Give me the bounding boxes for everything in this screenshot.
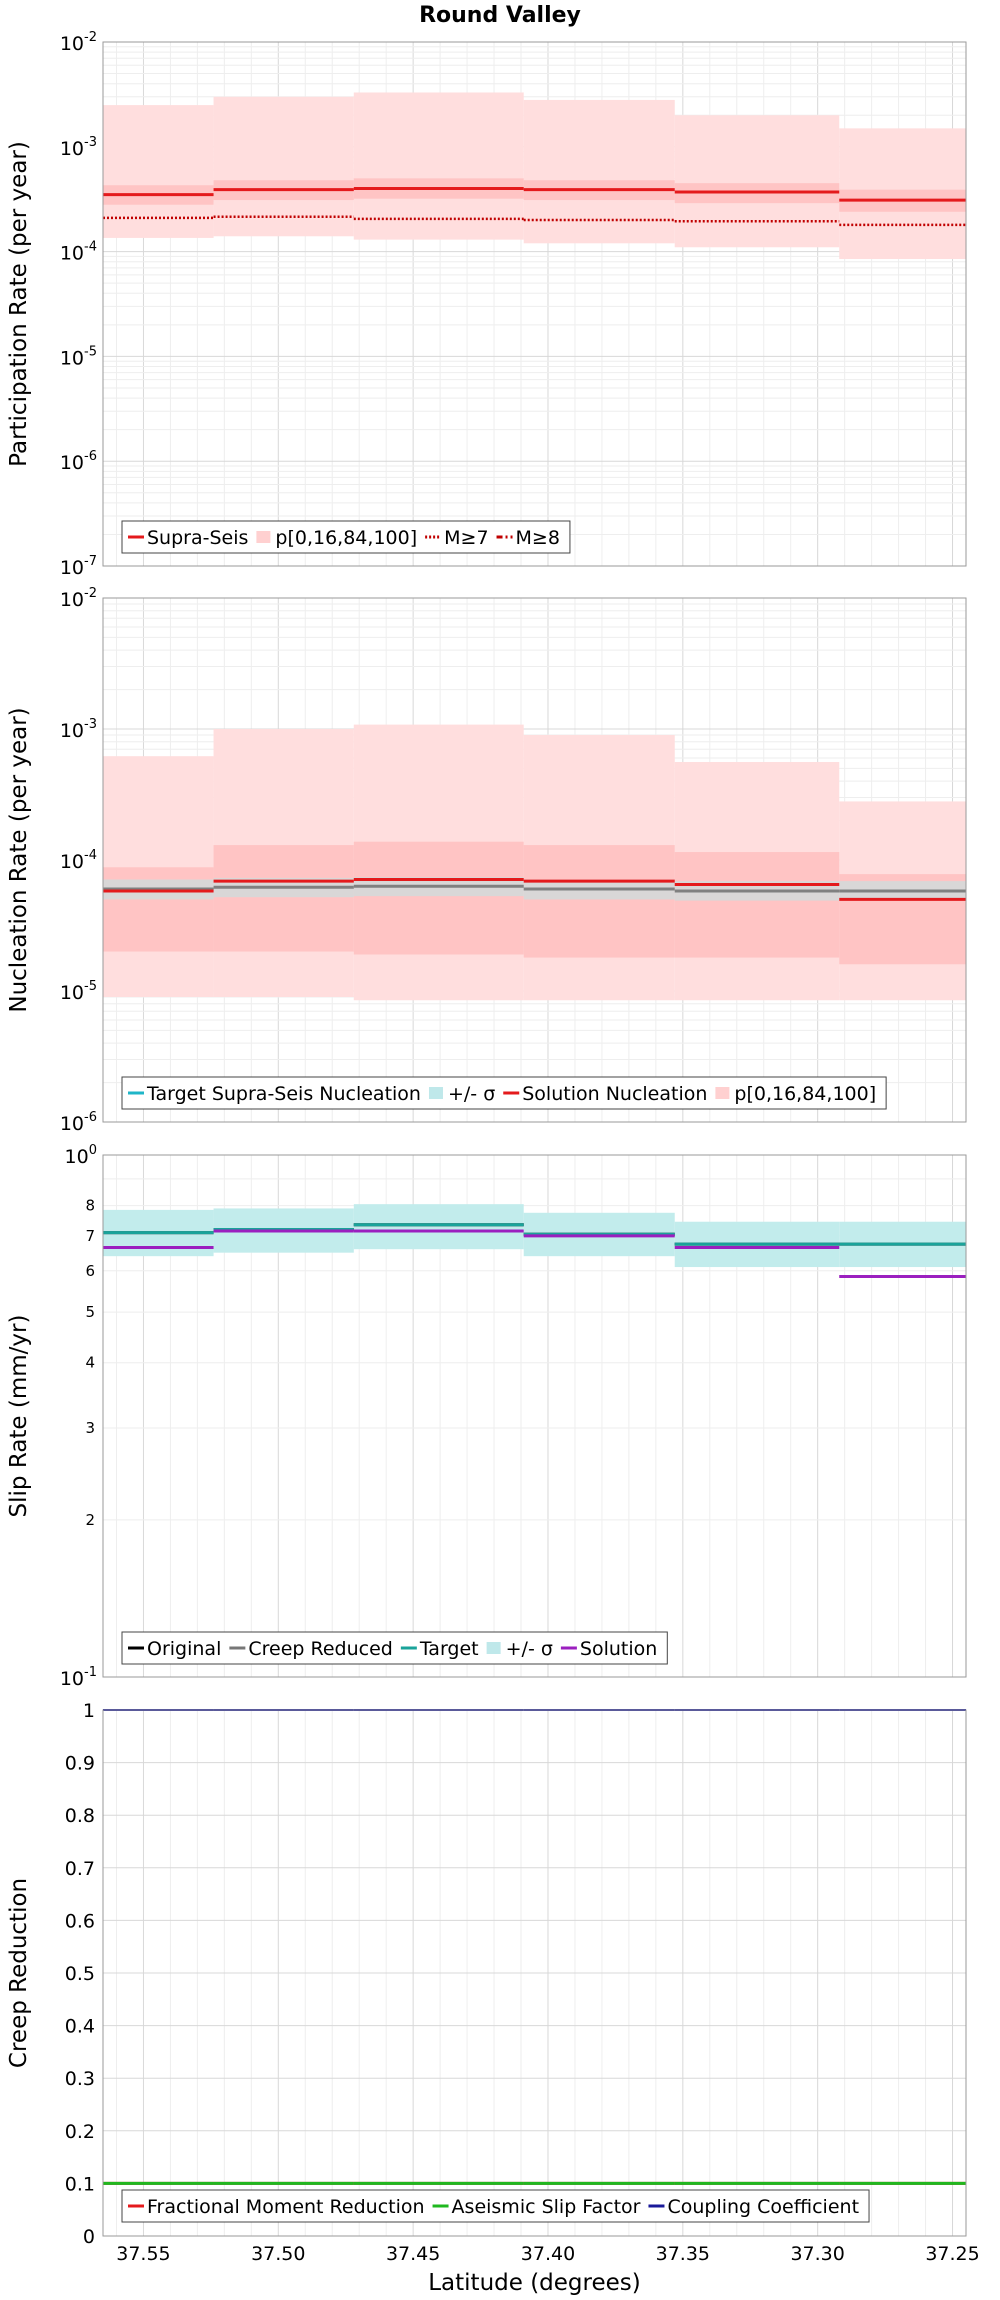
y-minor-tick-label: 4 xyxy=(85,1354,95,1372)
panel-creep: 0 0.1 0.2 0.3 0.4 0.5 0.6 0.7 0.8 0.9 1 37.55 37.50 3… xyxy=(6,1700,980,2296)
y-tick-label: 10-1 xyxy=(60,1665,97,1690)
y-tick-label: 10-2 xyxy=(60,30,97,55)
band-1-segment-1 xyxy=(213,845,354,952)
legend-label: Target Supra-Seis Nucleation xyxy=(146,1083,421,1105)
y-minor-tick-label: 7 xyxy=(85,1227,95,1245)
x-tick-label: 37.25 xyxy=(925,2243,979,2265)
y-tick-label: 10-4 xyxy=(60,240,97,265)
y-tick-label: 0.4 xyxy=(65,2016,95,2038)
y-tick-label: 10-6 xyxy=(60,449,97,474)
plot-frame xyxy=(102,597,967,1123)
x-tick-label: 37.55 xyxy=(116,2243,170,2265)
band-0-segment-4 xyxy=(674,115,840,248)
x-tick-label: 37.45 xyxy=(386,2243,440,2265)
legend-box xyxy=(121,2189,870,2223)
plot-frame xyxy=(102,1709,967,2237)
y-minor-tick-label: 3 xyxy=(85,1419,95,1437)
y-tick-label: 0.6 xyxy=(65,1910,95,1932)
figure-title: Round Valley xyxy=(419,3,581,28)
y-tick-label: 10-3 xyxy=(60,135,97,160)
panels: 10-7 10-6 10-5 10-4 10-3 10-2 Participation Ra… xyxy=(6,30,980,2296)
legend-label: +/- σ xyxy=(448,1083,495,1105)
legend-label: M≥7 xyxy=(444,527,488,549)
x-tick-label: 37.40 xyxy=(521,2243,575,2265)
legend-label: Creep Reduced xyxy=(248,1638,392,1660)
band-1-segment-3 xyxy=(523,845,675,958)
legend: Original Creep Reduced Target +/- σ Solution xyxy=(121,1631,668,1665)
y-tick-label: 0 xyxy=(83,2226,95,2248)
y-tick-label: 0.3 xyxy=(65,2068,95,2090)
y-tick-label: 0.8 xyxy=(65,1805,95,1827)
y-tick-label: 10-5 xyxy=(60,979,97,1004)
y-minor-tick-label: 8 xyxy=(85,1197,95,1215)
x-tick-label: 37.35 xyxy=(656,2243,710,2265)
y-minor-tick-label: 6 xyxy=(85,1262,95,1280)
y-tick-label: 10-4 xyxy=(60,848,97,873)
panel-nucleation: 10-6 10-5 10-4 10-3 10-2 Nucleation Rate (per… xyxy=(6,586,967,1135)
panel-participation: 10-7 10-6 10-5 10-4 10-3 10-2 Participation Ra… xyxy=(6,30,967,579)
y-tick-label: 0.2 xyxy=(65,2121,95,2143)
band-0-segment-3 xyxy=(523,99,675,244)
y-axis-label: Nucleation Rate (per year) xyxy=(6,707,32,1012)
y-tick-label: 1 xyxy=(83,1700,95,1722)
band-0-segment-2 xyxy=(353,92,524,240)
x-tick-label: 37.50 xyxy=(251,2243,305,2265)
y-minor-tick-label: 5 xyxy=(85,1303,95,1321)
y-tick-label: 10-6 xyxy=(60,1110,97,1135)
band-0-segment-1 xyxy=(213,96,354,237)
y-axis-label: Creep Reduction xyxy=(6,1878,32,2068)
legend-swatch xyxy=(715,1087,730,1099)
legend-label: Solution xyxy=(580,1638,657,1660)
y-axis-label: Participation Rate (per year) xyxy=(6,141,32,467)
legend-label: +/- σ xyxy=(506,1638,553,1660)
band-1-segment-2 xyxy=(353,841,524,955)
y-tick-label: 10-3 xyxy=(60,717,97,742)
y-tick-label: 0.1 xyxy=(65,2173,95,2195)
band-0-segment-2 xyxy=(353,1204,524,1250)
x-tick-label: 37.30 xyxy=(790,2243,844,2265)
y-tick-label: 10-7 xyxy=(60,554,97,579)
legend-label: M≥8 xyxy=(516,527,560,549)
legend-label: p[0,16,84,100] xyxy=(734,1083,876,1105)
y-tick-label: 10-5 xyxy=(60,344,97,369)
y-axis-label: Slip Rate (mm/yr) xyxy=(6,1315,32,1518)
legend: Target Supra-Seis Nucleation +/- σ Solutio… xyxy=(121,1076,887,1110)
legend-label: Original xyxy=(147,1638,221,1660)
legend-swatch xyxy=(428,1087,443,1099)
plot-frame xyxy=(102,1154,967,1678)
legend-box xyxy=(121,520,571,554)
panel-slip: 10-1 100 2 3 4 5 6 7 8 Slip Rate (mm/yr) Original C… xyxy=(6,1143,967,1690)
legend: Supra-Seis p[0,16,84,100] M≥7 M≥8 xyxy=(121,520,571,554)
x-axis-label: Latitude (degrees) xyxy=(428,2270,641,2296)
legend-label: Fractional Moment Reduction xyxy=(147,2196,425,2218)
legend-label: Target xyxy=(419,1638,479,1660)
legend-label: Solution Nucleation xyxy=(522,1083,707,1105)
legend: Fractional Moment Reduction Aseismic Slip… xyxy=(121,2189,870,2223)
y-tick-label: 100 xyxy=(65,1143,97,1168)
y-tick-label: 0.7 xyxy=(65,1858,95,1880)
band-0-segment-0 xyxy=(103,105,214,238)
legend-label: Supra-Seis xyxy=(147,527,248,549)
legend-swatch xyxy=(256,531,271,543)
y-minor-tick-label: 2 xyxy=(85,1511,95,1529)
y-tick-label: 10-2 xyxy=(60,586,97,611)
y-tick-label: 0.5 xyxy=(65,1963,95,1985)
band-1-segment-4 xyxy=(674,852,840,958)
y-tick-label: 0.9 xyxy=(65,1753,95,1775)
plot-frame xyxy=(102,41,967,567)
legend-label: p[0,16,84,100] xyxy=(275,527,417,549)
legend-label: Aseismic Slip Factor xyxy=(452,2196,641,2218)
legend-label: Coupling Coefficient xyxy=(667,2196,859,2218)
legend-swatch xyxy=(486,1642,501,1654)
